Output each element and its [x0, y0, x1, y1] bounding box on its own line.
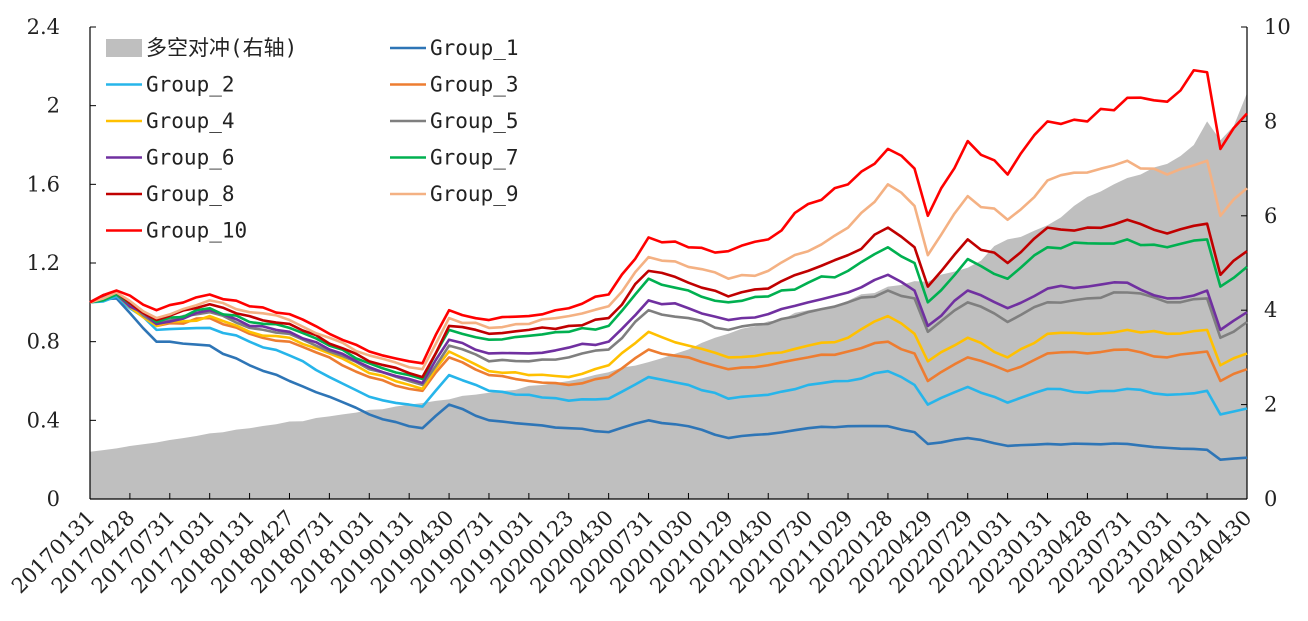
legend-label: Group_10: [146, 219, 247, 243]
legend-label: Group_7: [430, 146, 519, 170]
legend: 多空对冲(右轴) Group_1 Group_2 Group_3 Group_4 Grou…: [106, 36, 519, 243]
series-line-group-4: [89, 293, 1248, 391]
legend-label: Group_9: [430, 182, 519, 206]
legend-label: Group_5: [430, 109, 519, 133]
legend-item-6: Group_6: [106, 146, 235, 170]
legend-label: 多空对冲(右轴): [146, 36, 297, 60]
series-line-group-10: [89, 68, 1248, 365]
series-line-group-3: [89, 293, 1248, 393]
legend-label: Group_6: [146, 146, 235, 170]
series-line-group-2: [89, 295, 1248, 416]
y-tick-label-left: 1.2: [27, 251, 60, 275]
y-tick-label-right: 0: [1264, 487, 1277, 511]
legend-item-10: Group_10: [106, 219, 247, 243]
legend-item-5: Group_5: [390, 109, 519, 133]
series-line-group-8: [89, 218, 1248, 379]
legend-item-8: Group_8: [106, 182, 235, 206]
series-line-group-6: [89, 273, 1248, 385]
y-tick-label-right: 2: [1264, 393, 1277, 417]
legend-item-9: Group_9: [390, 182, 519, 206]
y-tick-label-left: 0.8: [27, 330, 60, 354]
legend-swatch: [106, 39, 142, 57]
legend-label: Group_4: [146, 109, 235, 133]
y-tick-label-right: 4: [1264, 298, 1277, 322]
legend-item-1: Group_1: [390, 36, 519, 60]
legend-label: Group_8: [146, 182, 235, 206]
y-tick-label-right: 8: [1264, 109, 1277, 133]
y-tick-label-left: 0: [47, 487, 60, 511]
y-tick-label-left: 2.4: [27, 15, 60, 39]
y-tick-label-right: 10: [1264, 15, 1291, 39]
legend-item-3: Group_3: [390, 73, 519, 97]
legend-label: Group_1: [430, 36, 519, 60]
area-long-short: [90, 93, 1247, 499]
series-line-group-9: [89, 159, 1248, 371]
y-tick-label-left: 1.6: [27, 172, 60, 196]
series-line-group-1: [89, 297, 1248, 461]
legend-label: Group_2: [146, 73, 235, 97]
area-layer: [90, 93, 1247, 499]
series-line-group-7: [89, 238, 1248, 381]
lines-layer: [89, 68, 1248, 461]
legend-item-2: Group_2: [106, 73, 235, 97]
y-tick-label-right: 6: [1264, 204, 1277, 228]
series-line-group-5: [89, 289, 1248, 387]
legend-item-4: Group_4: [106, 109, 235, 133]
y-tick-label-left: 2: [47, 94, 60, 118]
legend-label: Group_3: [430, 73, 519, 97]
legend-item-7: Group_7: [390, 146, 519, 170]
y-tick-label-left: 0.4: [27, 408, 60, 432]
legend-item-0: 多空对冲(右轴): [106, 36, 297, 60]
